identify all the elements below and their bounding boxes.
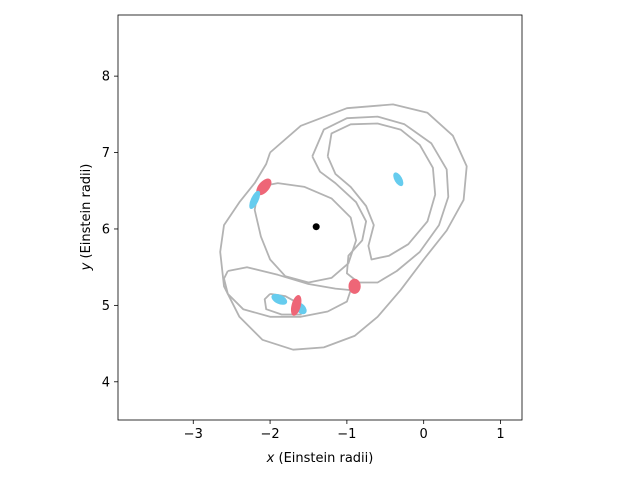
x-tick-label: −2 [260, 427, 279, 442]
x-tick-label: 1 [496, 427, 504, 442]
lens-point [312, 223, 320, 231]
image-point-blue-3 [393, 172, 404, 187]
x-axis-label: x (Einstein radii) [266, 451, 374, 466]
x-axis-ticks: −3 −2 −1 0 1 [184, 420, 505, 442]
x-tick-label: −3 [184, 427, 203, 442]
image-point-blue-4 [271, 293, 288, 305]
y-tick-label: 4 [102, 375, 110, 390]
y-tick-label: 8 [102, 70, 110, 85]
image-point-red-6 [290, 294, 302, 316]
caustic-curve-right-outer [311, 115, 450, 284]
caustic-curve-left-loop [253, 182, 357, 284]
caustic-curve-tiny-loop [263, 293, 304, 316]
x-tick-label: −1 [337, 427, 356, 442]
y-axis-label: y (Einstein radii) [79, 164, 94, 272]
y-axis-ticks: 4 5 6 7 8 [102, 70, 118, 390]
plot-content [219, 103, 468, 351]
image-point-red-0 [256, 178, 272, 196]
caustic-curve-outer [219, 103, 468, 351]
x-axis-var: x [266, 451, 275, 466]
caustic-curve-right-inner [326, 122, 437, 261]
x-axis-unit: (Einstein radii) [274, 451, 373, 466]
y-axis-unit: (Einstein radii) [79, 164, 94, 263]
x-tick-label: 0 [420, 427, 428, 442]
y-tick-label: 7 [102, 146, 110, 161]
y-tick-label: 6 [102, 222, 110, 237]
axes-frame [117, 14, 523, 421]
caustic-curve-lower-small [223, 266, 352, 318]
image-point-blue-1 [249, 190, 261, 210]
y-axis-var: y [79, 262, 94, 271]
image-point-red-2 [348, 278, 361, 294]
y-tick-label: 5 [102, 299, 110, 314]
